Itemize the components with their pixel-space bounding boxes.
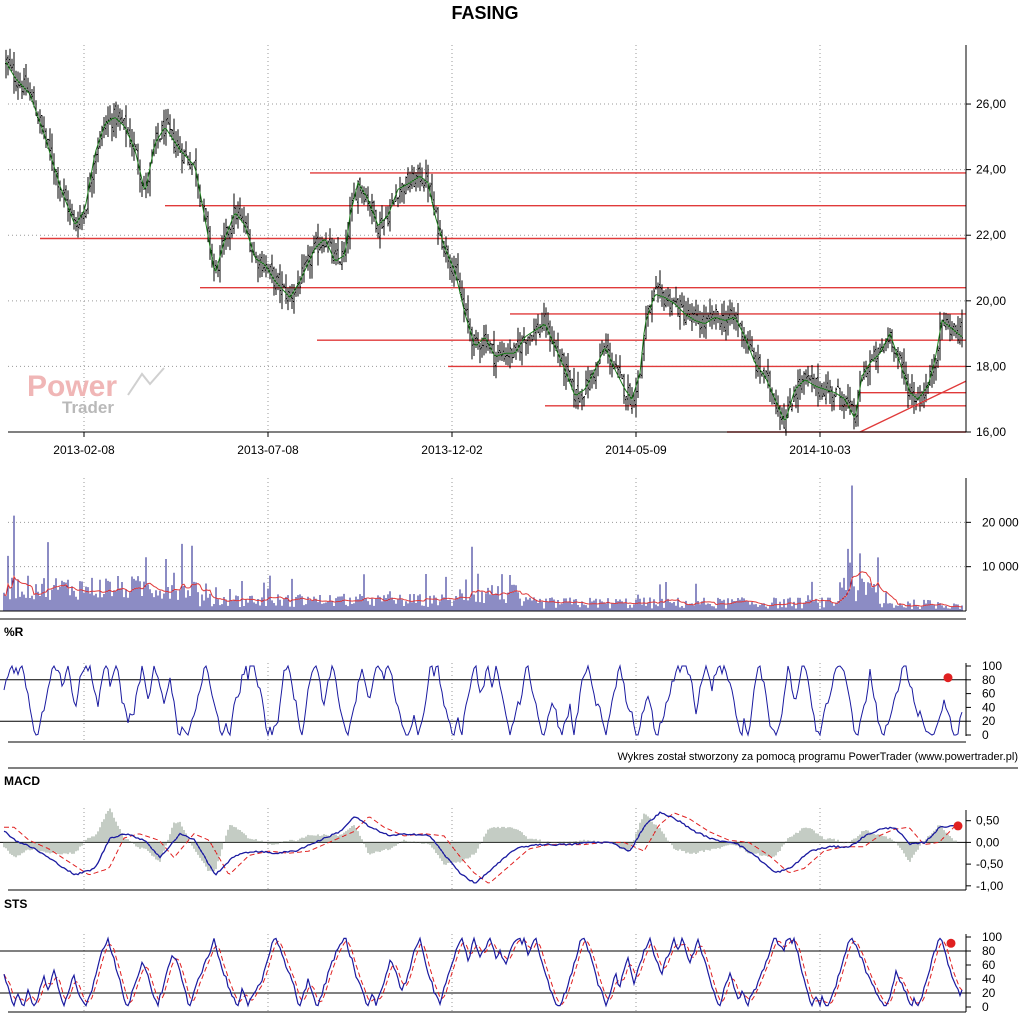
support-resistance-lines	[40, 172, 966, 433]
williams-y-tick-label: 40	[982, 700, 996, 714]
price-y-tick-label: 18,00	[976, 359, 1006, 373]
macd-panel: 0,50 0,00 -0,50 -1,00	[0, 808, 1004, 893]
powertrader-watermark: Power Trader	[27, 367, 165, 417]
williams-y-tick-label: 80	[982, 673, 996, 687]
sts-y-tick-label: 20	[982, 986, 996, 1000]
price-x-tick-label: 2014-10-03	[789, 443, 851, 457]
macd-y-tick-label: 0,50	[976, 814, 1000, 828]
williams-y-tick-label: 100	[982, 659, 1002, 673]
price-x-tick-label: 2014-05-09	[605, 443, 667, 457]
macd-label: MACD	[4, 774, 40, 788]
price-candles	[5, 48, 963, 436]
williams-y-tick-label: 20	[982, 714, 996, 728]
volume-y-tick-label: 10 000	[982, 560, 1019, 574]
sts-y-tick-label: 100	[982, 930, 1002, 944]
sts-k-line	[3, 936, 963, 1008]
williams-line	[3, 664, 963, 737]
price-y-tick-label: 24,00	[976, 163, 1006, 177]
volume-bars	[3, 485, 963, 611]
sts-d-line	[3, 939, 963, 1005]
watermark-power: Power	[27, 370, 117, 403]
macd-y-tick-label: -0,50	[976, 857, 1004, 871]
williams-label: %R	[4, 625, 24, 639]
williams-grid	[0, 663, 966, 742]
williams-y-tick-label: 60	[982, 687, 996, 701]
volume-y-tick-label: 20 000	[982, 515, 1019, 529]
volume-grid	[8, 478, 966, 611]
volume-average	[3, 571, 963, 608]
price-x-tick-label: 2013-12-02	[421, 443, 483, 457]
macd-signal-line	[4, 812, 957, 884]
price-x-tick-label: 2013-07-08	[237, 443, 299, 457]
sts-last-marker	[946, 938, 956, 948]
sts-y-tick-label: 40	[982, 972, 996, 986]
price-y-tick-label: 22,00	[976, 228, 1006, 242]
price-y-tick-label: 16,00	[976, 425, 1006, 439]
chart-title: FASING	[451, 3, 518, 23]
price-x-tick-label: 2013-02-08	[53, 443, 115, 457]
sts-y-tick-label: 60	[982, 958, 996, 972]
williams-y-tick-label: 0	[982, 728, 989, 742]
macd-y-ticks: 0,50 0,00 -0,50 -1,00	[966, 814, 1004, 893]
sts-y-tick-label: 0	[982, 1000, 989, 1014]
sts-label: STS	[4, 897, 27, 911]
watermark-trader: Trader	[62, 398, 114, 417]
price-moving-average	[5, 61, 963, 421]
macd-last-marker	[953, 821, 963, 831]
price-x-ticks: 2013-02-08 2013-07-08 2013-12-02 2014-05-09…	[53, 432, 851, 457]
price-y-tick-label: 26,00	[976, 97, 1006, 111]
volume-y-ticks: 20 000 10 000	[966, 515, 1019, 574]
price-panel: Power Trader 26,00 24,00 22,00 20,00 18,00 16…	[5, 45, 1006, 457]
macd-line	[3, 811, 957, 884]
footer-credit: Wykres został stworzony za pomocą progra…	[617, 751, 1018, 763]
watermark-swoosh-icon	[127, 367, 165, 396]
williams-last-marker	[943, 673, 953, 683]
trend-lines	[859, 380, 967, 433]
trend-line	[859, 380, 967, 433]
macd-y-tick-label: -1,00	[976, 879, 1004, 893]
volume-panel: 20 000 10 000	[0, 478, 1019, 612]
price-y-ticks: 26,00 24,00 22,00 20,00 18,00 16,00	[966, 97, 1006, 439]
macd-y-tick-label: 0,00	[976, 835, 1000, 849]
sts-y-tick-label: 80	[982, 944, 996, 958]
price-y-tick-label: 20,00	[976, 294, 1006, 308]
price-grid	[8, 45, 966, 433]
macd-histogram	[3, 808, 957, 872]
